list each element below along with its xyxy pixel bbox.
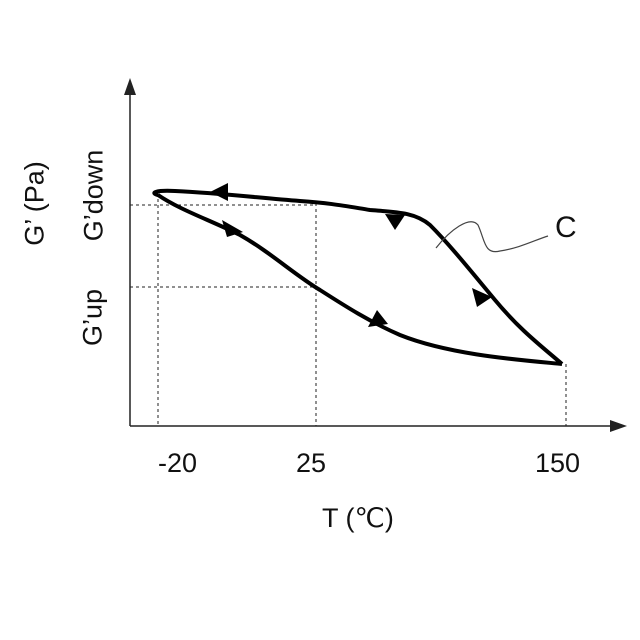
y-axis-label: G’ (Pa) [19,161,50,246]
arrow-downright-icon [368,310,388,327]
arrow-upleft-icon [472,288,492,307]
curve-leader-line [435,221,549,253]
heating-curve [156,193,563,366]
y-tick-gdown: G’down [78,149,109,242]
y-tick-gup: G’up [77,288,108,347]
curve-label: C [555,211,577,244]
arrow-upleft-icon [385,214,405,230]
x-tick-minus20: -20 [158,448,198,478]
x-axis-label: T (℃) [322,503,394,533]
y-axis-arrow-icon [124,78,136,95]
cooling-curve [152,188,564,366]
arrow-left-icon [210,183,228,201]
x-tick-25: 25 [296,448,327,478]
x-tick-150: 150 [535,448,581,478]
arrow-downright-icon [222,220,243,237]
x-axis-arrow-icon [610,420,627,432]
